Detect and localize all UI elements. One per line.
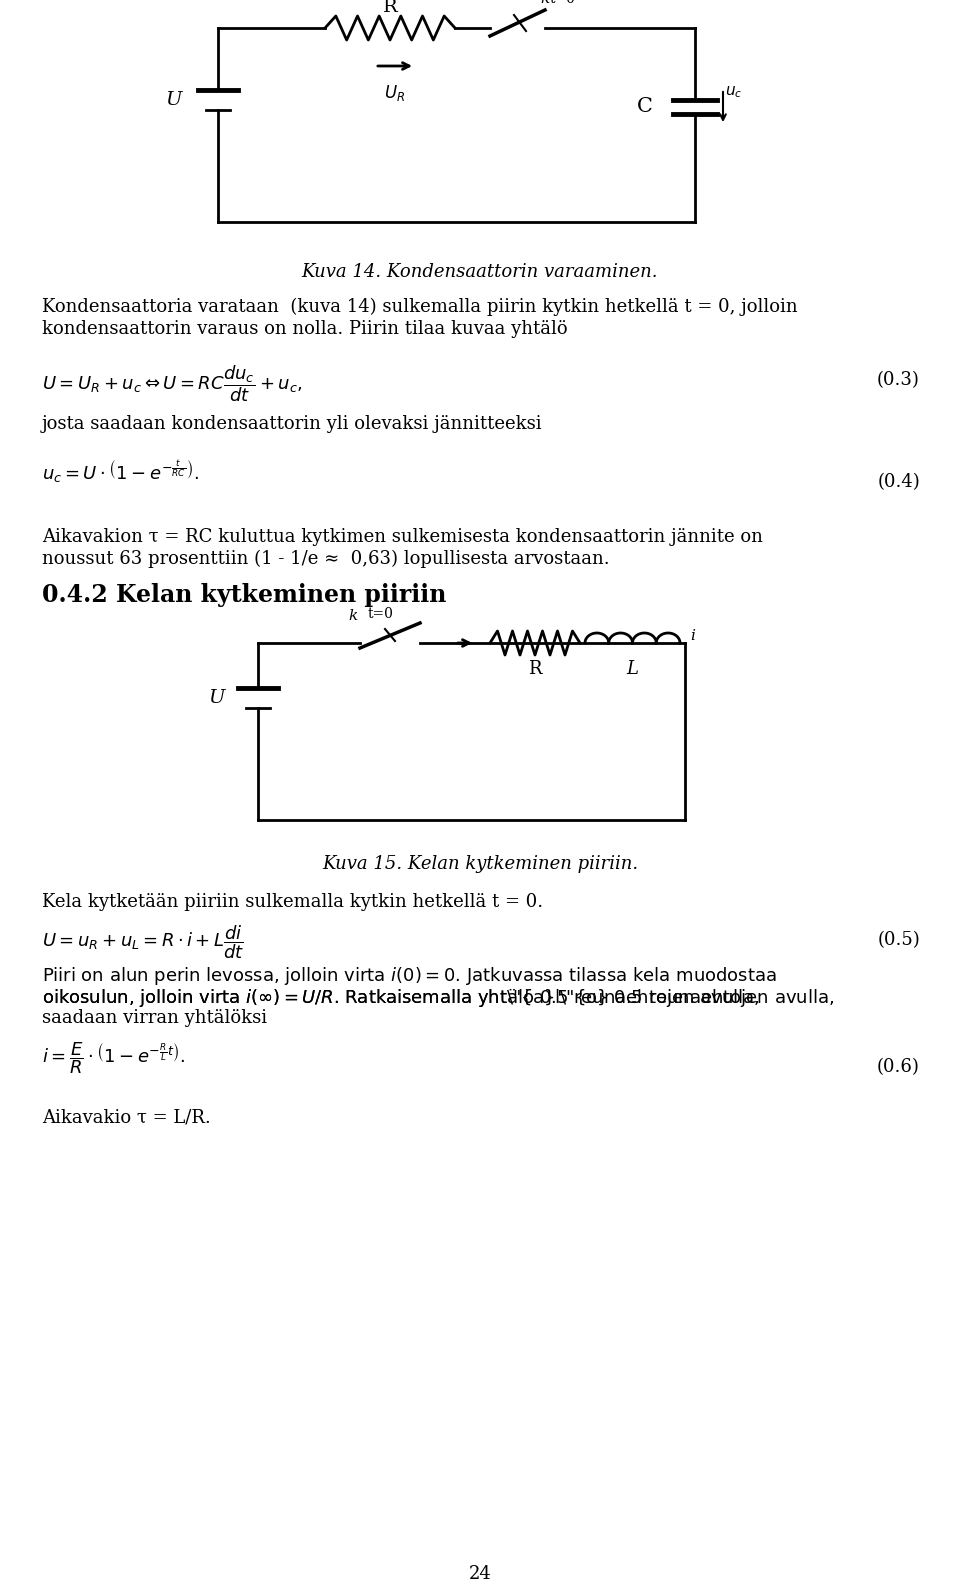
Text: Kondensaattoria varataan  (kuva 14) sulkemalla piirin kytkin hetkellä t = 0, jol: Kondensaattoria varataan (kuva 14) sulke… — [42, 297, 798, 316]
Text: R: R — [528, 660, 541, 677]
Text: Aikavakio τ = L/R.: Aikavakio τ = L/R. — [42, 1108, 211, 1126]
Text: (0.5): (0.5) — [877, 932, 920, 949]
Text: noussut 63 prosenttiin (1 - 1/e ≈  0,63) lopullisesta arvostaan.: noussut 63 prosenttiin (1 - 1/e ≈ 0,63) … — [42, 550, 610, 568]
Text: oikosulun, jolloin virta $i(\infty)=U/R$. Ratkaisemalla yht\"{a}l\"{o} 0.5 reuna: oikosulun, jolloin virta $i(\infty)=U/R$… — [42, 987, 834, 1010]
Text: 24: 24 — [468, 1565, 492, 1584]
Text: $U = u_R + u_L = R \cdot i + L\dfrac{di}{dt}$: $U = u_R + u_L = R \cdot i + L\dfrac{di}… — [42, 924, 245, 960]
Text: R: R — [383, 0, 397, 16]
Text: $i = \dfrac{E}{R} \cdot \left(1 - e^{-\frac{R}{L}t}\right).$: $i = \dfrac{E}{R} \cdot \left(1 - e^{-\f… — [42, 1040, 185, 1076]
Text: kondensaattorin varaus on nolla. Piirin tilaa kuvaa yhtälö: kondensaattorin varaus on nolla. Piirin … — [42, 320, 567, 339]
Text: L: L — [626, 660, 638, 677]
Text: Kela kytketään piiriin sulkemalla kytkin hetkellä t = 0.: Kela kytketään piiriin sulkemalla kytkin… — [42, 894, 543, 911]
Text: $U = U_R + u_c \Leftrightarrow U = RC\dfrac{du_c}{dt} + u_c,$: $U = U_R + u_c \Leftrightarrow U = RC\df… — [42, 363, 302, 404]
Text: $u_c$: $u_c$ — [725, 84, 742, 100]
Text: (0.6): (0.6) — [877, 1057, 920, 1076]
Text: (0.3): (0.3) — [877, 370, 920, 390]
Text: k: k — [540, 0, 549, 6]
Text: $u_c = U \cdot \left(1 - e^{-\frac{t}{RC}}\right).$: $u_c = U \cdot \left(1 - e^{-\frac{t}{RC… — [42, 458, 199, 483]
Text: saadaan virran yhtälöksi: saadaan virran yhtälöksi — [42, 1010, 267, 1027]
Text: C: C — [637, 97, 653, 116]
Text: Kuva 14. Kondensaattorin varaaminen.: Kuva 14. Kondensaattorin varaaminen. — [301, 262, 659, 281]
Text: 0.4.2 Kelan kytkeminen piiriin: 0.4.2 Kelan kytkeminen piiriin — [42, 584, 446, 607]
Text: josta saadaan kondensaattorin yli olevaksi jännitteeksi: josta saadaan kondensaattorin yli olevak… — [42, 415, 542, 432]
Text: Piiri on alun perin levossa, jolloin virta $i(0)=0$. Jatkuvassa tilassa kela muo: Piiri on alun perin levossa, jolloin vir… — [42, 965, 777, 987]
Text: i: i — [690, 630, 695, 642]
Text: t=0: t=0 — [550, 0, 576, 6]
Text: k: k — [348, 609, 358, 623]
Text: Kuva 15. Kelan kytkeminen piiriin.: Kuva 15. Kelan kytkeminen piiriin. — [322, 855, 638, 873]
Text: U: U — [207, 688, 225, 708]
Text: $U_R$: $U_R$ — [384, 83, 405, 103]
Text: (0.4): (0.4) — [877, 472, 920, 491]
Text: Aikavakion τ = RC kuluttua kytkimen sulkemisesta kondensaattorin jännite on: Aikavakion τ = RC kuluttua kytkimen sulk… — [42, 528, 763, 545]
Text: t=0: t=0 — [368, 607, 394, 622]
Text: oikosulun, jolloin virta $i(\infty)=U/R$. Ratkaisemalla yhtälö 0.5 reunaehtojen : oikosulun, jolloin virta $i(\infty)=U/R$… — [42, 987, 759, 1010]
Text: U: U — [165, 91, 181, 110]
